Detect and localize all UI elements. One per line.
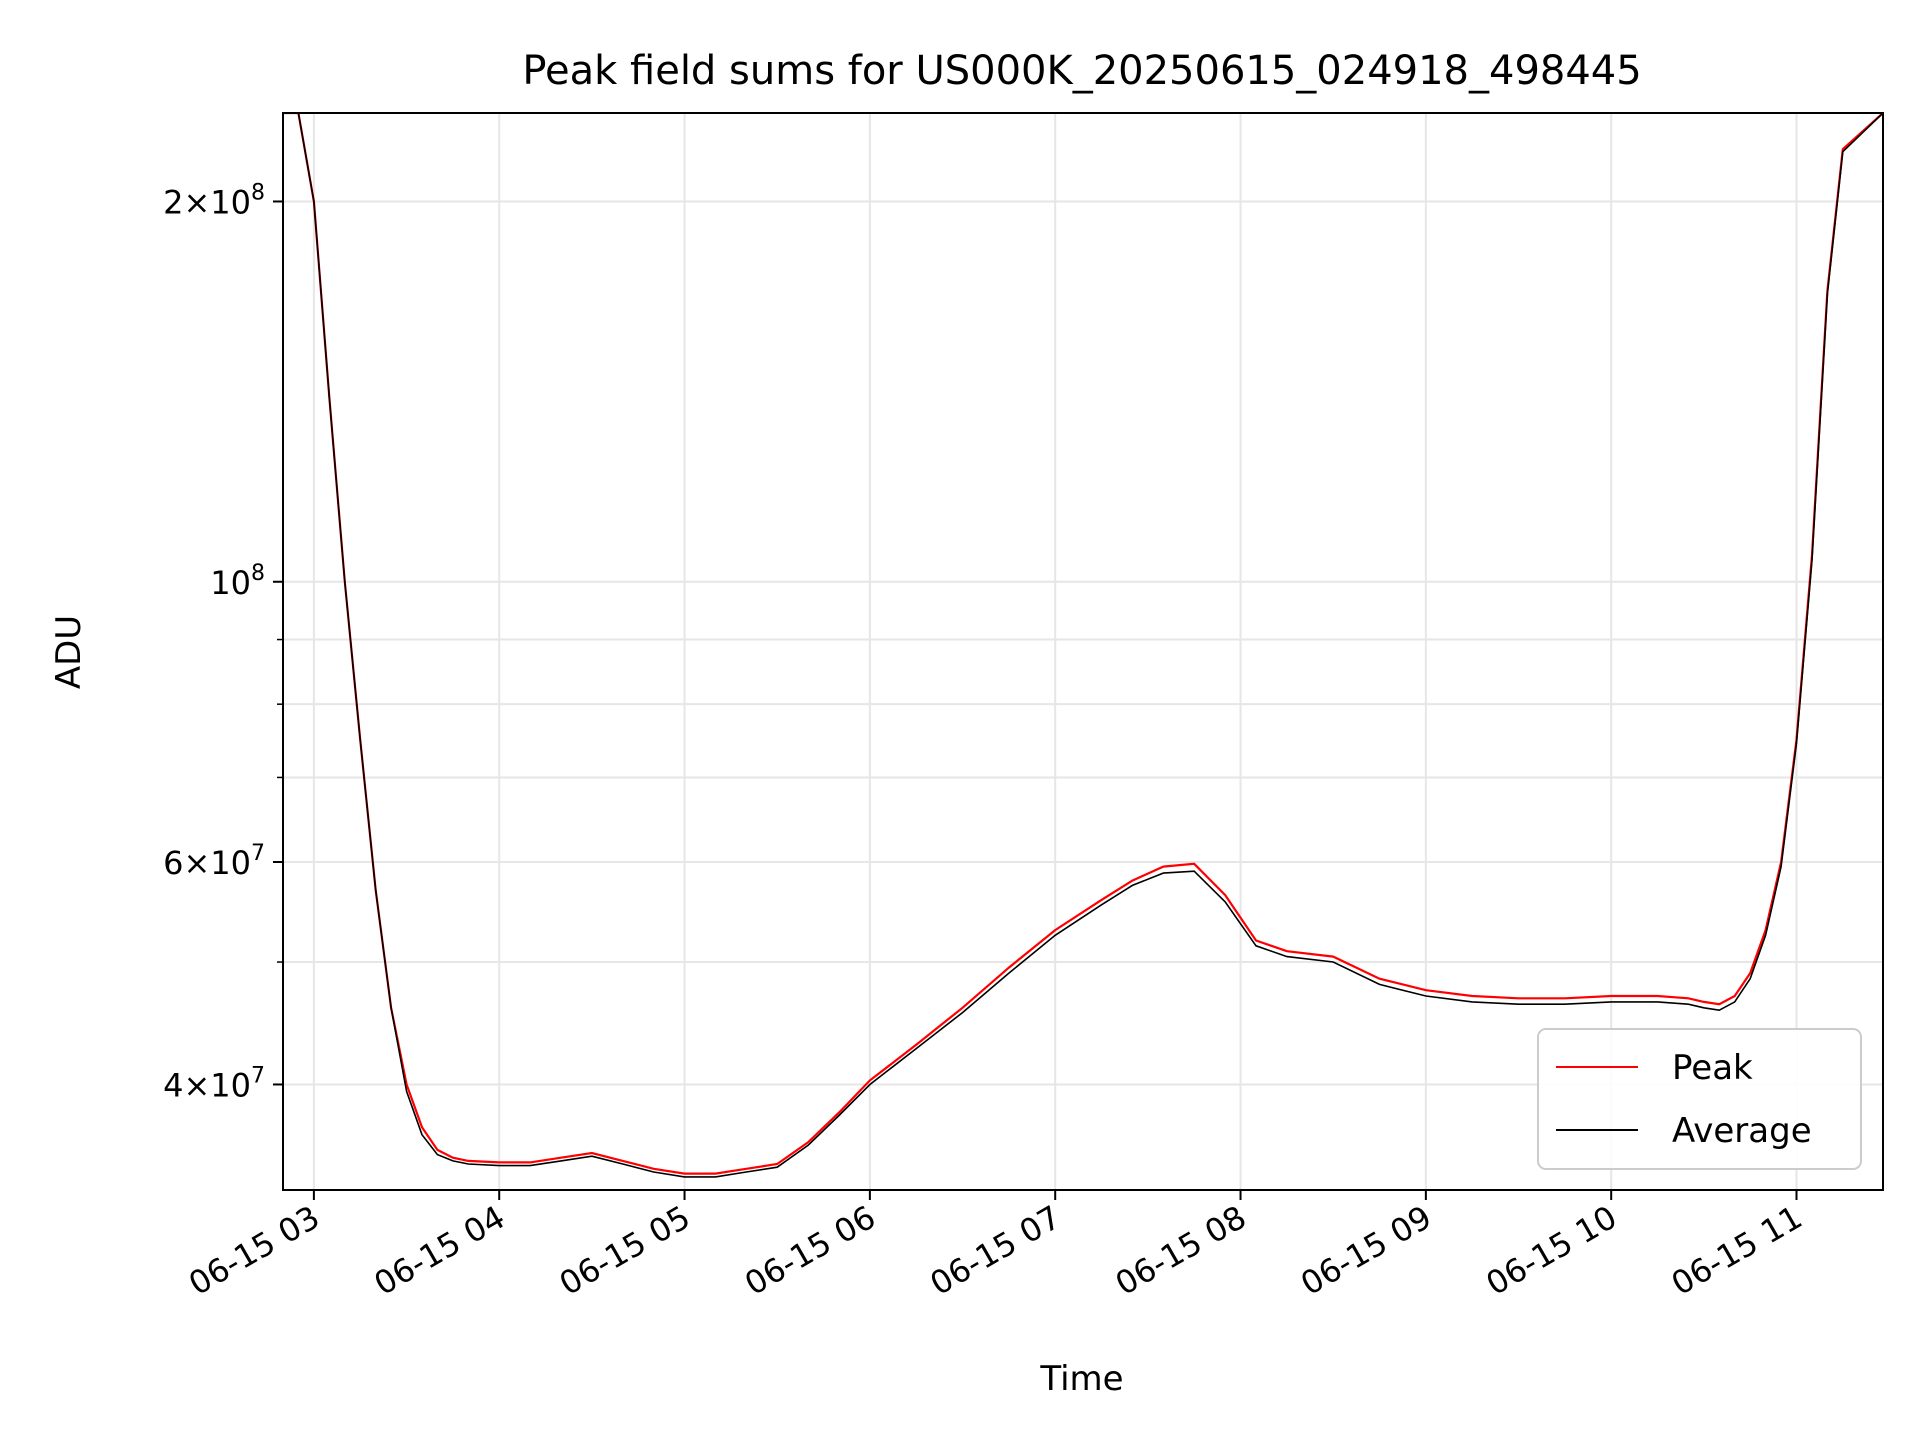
y-tick-base: 10 <box>210 564 251 602</box>
legend-average-label: Average <box>1672 1111 1812 1151</box>
chart-title: Peak field sums for US000K_20250615_0249… <box>522 48 1641 94</box>
y-tick-base: ×10 <box>183 183 251 221</box>
y-tick-exponent: 7 <box>251 841 265 866</box>
y-tick-label: 6×107 <box>163 841 265 882</box>
x-axis-label: Time <box>1039 1359 1123 1399</box>
y-tick-label: 2×108 <box>163 180 265 221</box>
y-tick-exponent: 8 <box>251 180 265 205</box>
plot-frame <box>282 112 1884 1191</box>
y-tick-base: ×10 <box>183 844 251 882</box>
y-tick-mantissa: 4 <box>163 1066 183 1104</box>
y-tick-mantissa: 2 <box>163 183 183 221</box>
legend: Peak Average <box>1537 1028 1862 1170</box>
legend-box <box>1537 1028 1862 1170</box>
legend-peak-label: Peak <box>1672 1048 1753 1088</box>
y-tick-exponent: 8 <box>251 561 265 586</box>
y-tick-mantissa: 6 <box>163 844 183 882</box>
series-line-average <box>283 113 1883 1178</box>
y-tick-base: ×10 <box>183 1066 251 1104</box>
y-tick-label: 4×107 <box>163 1063 265 1104</box>
series-line-peak <box>283 113 1883 1175</box>
y-tick-exponent: 7 <box>251 1063 265 1088</box>
series-layer <box>283 113 1883 1178</box>
y-axis-label: ADU <box>49 615 89 689</box>
y-tick-label: 108 <box>210 561 265 602</box>
